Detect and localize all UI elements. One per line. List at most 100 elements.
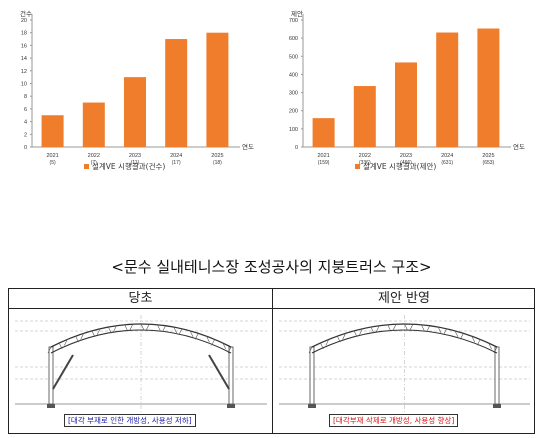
- truss-web: [342, 333, 346, 340]
- y-tick-label: 4: [24, 120, 27, 126]
- truss-web: [404, 323, 408, 331]
- truss-web: [454, 330, 459, 337]
- bar: [312, 118, 335, 147]
- y-tick-label: 16: [21, 43, 27, 49]
- truss-web: [80, 333, 84, 340]
- y-tick-label: 700: [289, 18, 298, 24]
- truss-web: [320, 342, 324, 350]
- y-tick-label: 600: [289, 36, 298, 42]
- column-left: [309, 346, 315, 405]
- legend-label: 설계VE 시행결과(건수): [92, 161, 165, 171]
- x-tick-sublabel: (7): [91, 160, 97, 166]
- truss-web: [58, 342, 63, 350]
- y-tick-label: 18: [21, 31, 27, 37]
- x-tick-sublabel: (17): [172, 160, 181, 166]
- x-tick-label: 2024: [441, 153, 453, 159]
- truss-before-svg: [15, 315, 267, 427]
- truss-web: [91, 330, 96, 337]
- footing-right: [227, 404, 235, 408]
- y-tick-label: 200: [289, 109, 298, 115]
- truss-web: [437, 326, 442, 334]
- truss-comparison-table: 당초 제안 반영 [대각 부재로 인한 개방성, 사용성 저하] [대각부재 삭…: [8, 288, 535, 434]
- truss-web: [140, 323, 145, 331]
- chart-proposals-svg: 0100200300400500600700제안연도2021(159)2022(…: [289, 9, 525, 171]
- bar: [124, 77, 146, 147]
- x-tick-label: 2021: [46, 153, 58, 159]
- truss-web: [359, 328, 363, 335]
- x-tick-sublabel: (466): [400, 160, 412, 166]
- y-axis-title: 건수: [20, 9, 32, 18]
- truss-web: [336, 336, 341, 343]
- truss-web: [387, 324, 391, 331]
- y-axis-title: 제안: [291, 9, 303, 18]
- x-tick-label: 2024: [170, 153, 182, 159]
- truss-web: [189, 330, 194, 337]
- truss-web: [227, 346, 232, 354]
- truss-web: [222, 342, 227, 350]
- x-tick-label: 2021: [317, 153, 329, 159]
- truss-web: [471, 336, 476, 343]
- y-tick-label: 8: [24, 94, 27, 100]
- y-tick-label: 0: [24, 145, 27, 151]
- truss-web: [145, 324, 150, 331]
- column-right: [494, 346, 500, 405]
- bar: [41, 115, 64, 147]
- x-axis-title: 연도: [242, 143, 254, 151]
- bar: [477, 28, 500, 147]
- truss-web: [493, 346, 498, 354]
- x-tick-sublabel: (18): [213, 160, 222, 166]
- y-tick-label: 14: [21, 56, 27, 62]
- column-left: [48, 346, 54, 405]
- truss-after-svg: [279, 315, 530, 427]
- truss-web: [108, 326, 112, 334]
- x-tick-sublabel: (336): [359, 160, 371, 166]
- after-title: 제안 반영: [378, 291, 430, 306]
- after-note: [대각부재 삭제로 개방성, 사용성 향상]: [329, 414, 459, 427]
- bar: [353, 86, 376, 147]
- truss-web: [211, 339, 215, 346]
- truss-web: [370, 326, 375, 334]
- x-tick-label: 2023: [129, 153, 141, 159]
- diagonal-brace-right: [208, 354, 230, 390]
- truss-web: [392, 324, 397, 331]
- truss-web: [206, 336, 210, 343]
- y-tick-label: 12: [21, 69, 27, 75]
- truss-web: [353, 330, 358, 337]
- footing-right: [493, 404, 501, 408]
- legend-swatch: [355, 164, 360, 169]
- truss-web: [178, 328, 183, 335]
- before-note: [대각 부재로 인한 개방성, 사용성 저하]: [64, 414, 196, 427]
- truss-web: [421, 324, 425, 331]
- x-tick-sublabel: (631): [441, 160, 453, 166]
- x-tick-sublabel: (5): [50, 160, 56, 166]
- y-tick-label: 300: [289, 91, 298, 97]
- legend-label: 설계VE 시행결과(제안): [363, 161, 436, 171]
- bar: [82, 102, 105, 147]
- truss-web: [162, 325, 166, 332]
- truss-drawing-before: [11, 309, 271, 433]
- truss-web: [64, 339, 68, 346]
- truss-web: [426, 325, 430, 332]
- truss-web: [173, 326, 177, 334]
- figure-caption: <문수 실내테니스장 조성공사의 지붕트러스 구조>: [111, 258, 432, 276]
- truss-web: [47, 346, 52, 354]
- truss-web: [157, 324, 161, 331]
- column-right: [228, 346, 234, 405]
- truss-web: [96, 328, 101, 335]
- truss-web: [409, 324, 414, 331]
- truss-web: [124, 324, 128, 331]
- before-title: 당초: [128, 291, 153, 306]
- y-tick-label: 10: [21, 82, 27, 88]
- truss-web: [443, 328, 447, 335]
- chart-cases-svg: 02468101214161820건수연도2021(5)2022(7)2023(…: [20, 9, 254, 171]
- y-tick-label: 100: [289, 127, 298, 133]
- y-tick-label: 400: [289, 72, 298, 78]
- y-tick-label: 2: [24, 132, 27, 138]
- footing-left: [47, 404, 55, 408]
- x-axis-title: 연도: [513, 143, 525, 151]
- x-tick-label: 2022: [88, 153, 100, 159]
- x-tick-sublabel: (11): [131, 160, 140, 166]
- truss-web: [113, 325, 117, 332]
- footing-left: [308, 404, 316, 408]
- chart-proposals: 0 100 200 300 400 500 600 700 제안 연도 2021 (159) 2022(…: [271, 0, 543, 185]
